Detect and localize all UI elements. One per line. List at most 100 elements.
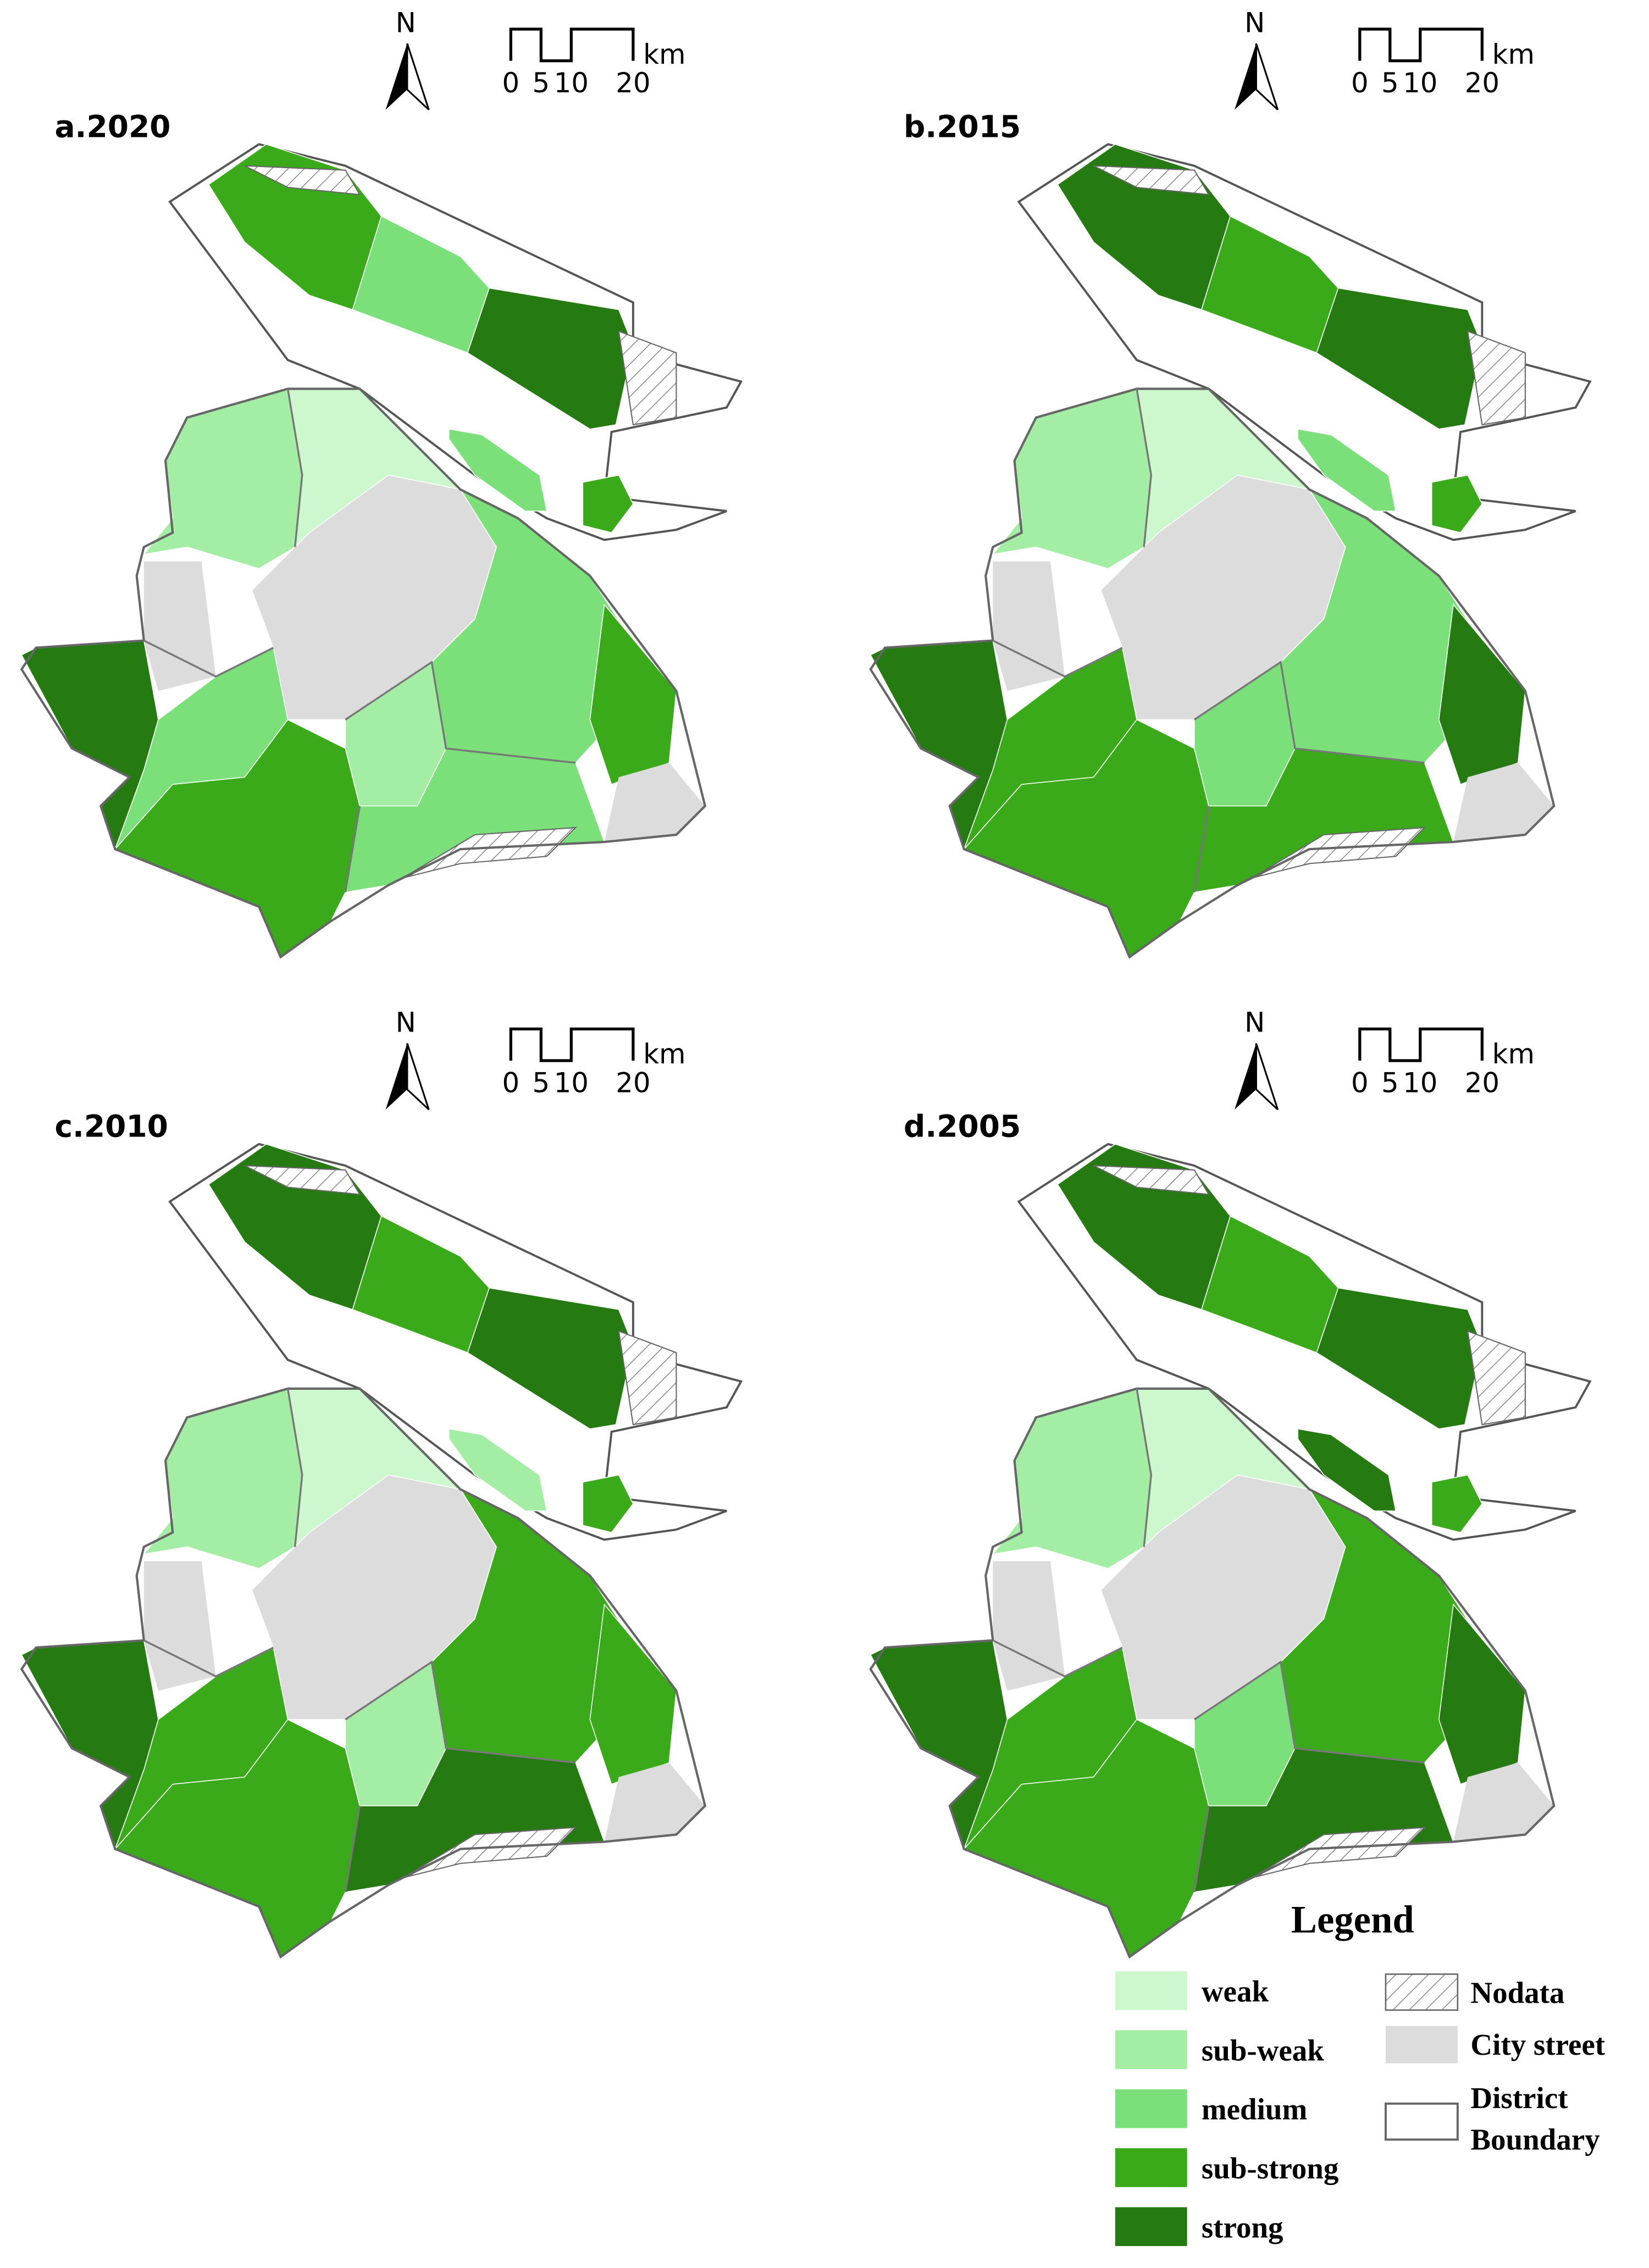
scale-label: 0	[1351, 1067, 1369, 1099]
district-islande	[1316, 1287, 1483, 1429]
north-label: N	[396, 1007, 416, 1039]
city-street	[604, 763, 705, 842]
legend-title: Legend	[1291, 1898, 1414, 1941]
scale-unit: km	[1492, 1038, 1535, 1070]
scale-bar	[509, 1027, 635, 1062]
north-label: N	[1244, 1007, 1265, 1039]
scale-bar	[509, 27, 635, 63]
scale-label: 10	[1403, 67, 1437, 99]
district-islande	[1316, 287, 1483, 430]
legend-swatch	[1115, 1971, 1187, 2010]
north-arrow	[1255, 43, 1279, 110]
north-label: N	[1244, 7, 1265, 38]
nodata	[1093, 165, 1210, 196]
north-arrow	[1255, 1043, 1279, 1111]
panel-label: c.2010	[54, 1109, 168, 1144]
north-arrow	[385, 43, 407, 110]
city-street	[993, 1561, 1065, 1691]
legend-label: City street	[1470, 2028, 1605, 2061]
north-arrow	[406, 43, 430, 110]
scale-label: 20	[616, 67, 650, 99]
north-arrow	[406, 1043, 430, 1111]
scale-label: 5	[532, 1067, 550, 1099]
legend-swatch	[1385, 1973, 1459, 2011]
city-street	[1100, 1474, 1346, 1720]
legend-swatch	[1115, 2030, 1187, 2070]
scale-bar	[1358, 27, 1484, 63]
scale-label: 20	[1465, 1067, 1499, 1099]
district-long	[448, 428, 547, 512]
city-street	[1453, 763, 1554, 842]
scale-label: 0	[502, 1067, 519, 1099]
legend-label: sub-strong	[1202, 2151, 1338, 2185]
scale-label: 10	[1403, 1067, 1437, 1099]
nodata	[1251, 827, 1426, 879]
scale-unit: km	[643, 38, 685, 70]
city-street	[251, 1474, 497, 1720]
scale-label: 0	[502, 67, 519, 99]
district-boundary	[143, 389, 576, 892]
legend-swatch	[1384, 2102, 1459, 2141]
north-arrow	[1235, 1043, 1257, 1110]
district-boundary	[869, 387, 1556, 959]
city-street	[1100, 474, 1346, 720]
legend-label: medium	[1202, 2093, 1307, 2126]
district-boundary	[20, 1387, 707, 1959]
nodata	[618, 1330, 677, 1426]
nodata	[1093, 1165, 1210, 1195]
scale-label: 20	[616, 1067, 650, 1099]
legend-label: sub-weak	[1202, 2033, 1324, 2067]
district-small	[1431, 474, 1483, 534]
district-long	[448, 1428, 547, 1512]
legend-swatch	[1115, 2148, 1187, 2187]
legend-label: Boundary	[1470, 2123, 1600, 2156]
north-arrow	[385, 1043, 407, 1110]
scale-label: 10	[554, 67, 589, 99]
city-street	[604, 1762, 705, 1842]
scale-label: 10	[554, 1067, 589, 1099]
nodata	[402, 827, 577, 879]
north-arrow	[1235, 43, 1257, 110]
legend-swatch	[1385, 2026, 1458, 2064]
panel-label: a.2020	[54, 109, 170, 144]
legend-swatch	[1115, 2207, 1187, 2247]
nodata	[618, 330, 677, 426]
district-boundary	[869, 1387, 1556, 1959]
panel-label: d.2005	[904, 1109, 1021, 1144]
nodata	[402, 1827, 577, 1878]
legend-swatch	[1115, 2089, 1187, 2128]
scale-unit: km	[643, 1038, 685, 1070]
district-islande	[467, 287, 634, 430]
city-street	[143, 561, 216, 691]
nodata	[244, 1165, 361, 1195]
district-boundary	[143, 1388, 576, 1893]
scale-label: 5	[1381, 1067, 1399, 1099]
district-islande	[467, 1287, 634, 1429]
nodata	[1467, 1330, 1526, 1426]
district-small	[582, 1474, 634, 1533]
district-boundary	[20, 387, 707, 959]
district-boundary	[992, 389, 1425, 892]
district-small	[1431, 1474, 1483, 1533]
scale-label: 20	[1465, 67, 1499, 99]
scale-label: 5	[1381, 67, 1399, 99]
district-long	[1297, 428, 1397, 512]
city-street	[1453, 1762, 1554, 1842]
nodata	[244, 165, 361, 196]
district-boundary	[992, 1388, 1425, 1893]
district-small	[582, 474, 634, 534]
city-street	[993, 561, 1065, 691]
scale-label: 0	[1351, 67, 1369, 99]
scale-bar	[1358, 1027, 1484, 1062]
scale-unit: km	[1492, 38, 1535, 70]
legend-label: weak	[1202, 1975, 1269, 2008]
city-street	[143, 1561, 216, 1691]
panel-label: b.2015	[904, 109, 1021, 144]
north-label: N	[396, 7, 416, 38]
scale-label: 5	[532, 67, 550, 99]
